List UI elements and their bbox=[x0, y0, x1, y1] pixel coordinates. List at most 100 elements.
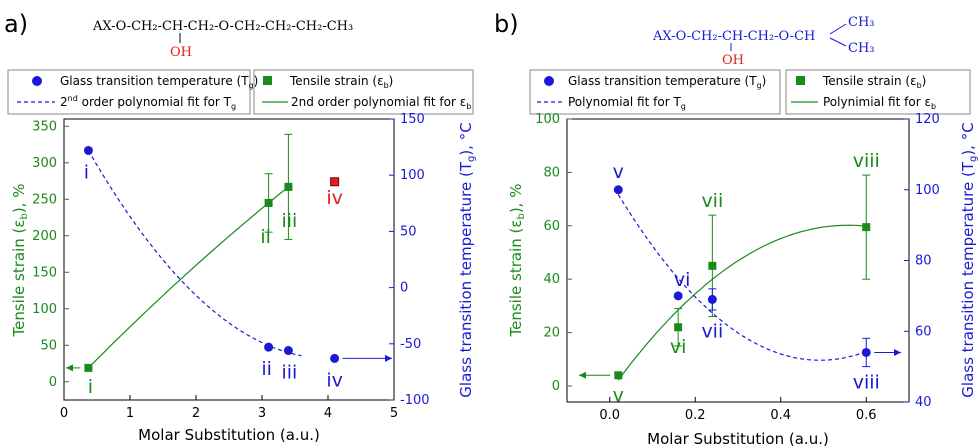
tg-point bbox=[83, 145, 93, 155]
panel-a: a) AX-O-CH₂-CH-CH₂-O-CH₂-CH₂-CH₂-CH₃ OH … bbox=[4, 10, 477, 444]
right-tick-label: 120 bbox=[915, 112, 940, 127]
strain-fit-line bbox=[617, 224, 867, 381]
panel-b-branch-top: CH₃ bbox=[848, 15, 875, 30]
panel-a-legend-box-1 bbox=[7, 69, 251, 115]
left-tick-label: 80 bbox=[543, 165, 560, 180]
left-tick-label: 40 bbox=[543, 272, 560, 287]
strain-point-label: viii bbox=[853, 150, 880, 172]
panel-b-x-axis-label: Molar Substitution (a.u.) bbox=[647, 430, 829, 447]
panel-b-legend-eb-fit: Polynimial fit for εb bbox=[823, 95, 936, 111]
panel-a-right-axis-label: Glass transition temperature (Tg), °C bbox=[457, 122, 477, 397]
left-tick-label: 100 bbox=[32, 302, 57, 317]
panel-b-branch-bond-top bbox=[829, 23, 847, 35]
tg-point-label: iii bbox=[281, 362, 297, 384]
panel-a-legend-tg-points: Glass transition temperature (Tg) bbox=[60, 74, 258, 90]
left-tick-label: 20 bbox=[543, 326, 560, 341]
strain-fit-line bbox=[87, 183, 293, 369]
right-tick-label: 60 bbox=[915, 324, 932, 339]
strain-point bbox=[674, 323, 683, 332]
tg-fit-line bbox=[617, 194, 867, 361]
x-tick-label: 0 bbox=[60, 406, 68, 421]
left-tick-label: 100 bbox=[535, 112, 560, 127]
panel-b-legend-box-2 bbox=[785, 69, 971, 115]
panel-b-branch-bottom: CH₃ bbox=[848, 41, 875, 56]
left-tick-label: 0 bbox=[552, 379, 560, 394]
right-tick-label: 100 bbox=[915, 183, 940, 198]
strain-point bbox=[614, 371, 623, 380]
panel-b-left-ticks: 0 20 40 60 80 100 bbox=[535, 112, 572, 394]
x-tick-label: 2 bbox=[192, 406, 200, 421]
right-tick-label: 100 bbox=[400, 168, 425, 183]
tg-point-label: i bbox=[84, 161, 89, 183]
x-tick-label: 5 bbox=[390, 406, 398, 421]
x-tick-label: 0.6 bbox=[856, 408, 877, 423]
tg-point-label: viii bbox=[853, 371, 880, 393]
panel-b-legend-tg-points: Glass transition temperature (Tg) bbox=[568, 74, 766, 90]
tg-point bbox=[613, 185, 623, 195]
tg-point-label: ii bbox=[261, 358, 272, 380]
tg-point-label: vi bbox=[674, 269, 691, 291]
panel-b-structure-oh: OH bbox=[722, 53, 744, 68]
axis-arrow-head bbox=[385, 354, 392, 362]
left-tick-label: 300 bbox=[32, 156, 57, 171]
panel-b-right-axis-label: Glass transition temperature (Tg), °C bbox=[959, 122, 979, 397]
panel-a-legend-tg-fit: 2nd order polynomial fit for Tg bbox=[60, 94, 236, 111]
strain-outlier-point bbox=[330, 177, 340, 187]
tg-point bbox=[264, 342, 274, 352]
tg-fit-line bbox=[87, 150, 302, 357]
strain-point bbox=[284, 182, 293, 191]
right-tick-label: 80 bbox=[915, 254, 932, 269]
panel-b-legend-eb-marker bbox=[796, 76, 805, 85]
tg-point bbox=[861, 347, 871, 357]
panel-b: b) AX-O-CH₂-CH-CH₂-O-CH OH CH₃ CH₃ Glass… bbox=[494, 10, 979, 447]
panel-a-legend-eb-marker bbox=[263, 76, 272, 85]
panel-b-legend-tg-fit: Polynomial fit for Tg bbox=[568, 95, 686, 111]
left-tick-label: 200 bbox=[32, 229, 57, 244]
strain-point bbox=[264, 198, 273, 207]
panel-b-label: b) bbox=[494, 10, 519, 38]
strain-point-label: iii bbox=[281, 210, 297, 232]
panel-a-left-ticks: 0 50 100 150 200 250 300 350 bbox=[32, 119, 69, 390]
panel-b-branch-bond-bottom bbox=[829, 37, 847, 47]
strain-point-label: ii bbox=[260, 226, 271, 248]
left-tick-label: 50 bbox=[40, 338, 57, 353]
panel-a-plot-frame bbox=[63, 118, 395, 401]
x-tick-label: 0.4 bbox=[770, 408, 791, 423]
panel-a-legend-eb-points: Tensile strain (εb) bbox=[289, 74, 393, 90]
panel-b-legend-box-1 bbox=[529, 69, 781, 115]
strain-point-label: v bbox=[613, 384, 624, 406]
panel-a-legend-tg-marker bbox=[32, 76, 42, 86]
tg-point bbox=[330, 353, 340, 363]
panel-b-legend-tg-marker bbox=[544, 76, 554, 86]
panel-a-x-axis-label: Molar Substitution (a.u.) bbox=[138, 426, 320, 444]
right-tick-label: -50 bbox=[400, 337, 421, 352]
left-tick-label: 60 bbox=[543, 219, 560, 234]
tg-point bbox=[707, 294, 717, 304]
axis-arrow-head bbox=[894, 348, 901, 356]
strain-point bbox=[862, 223, 871, 232]
right-tick-label: -100 bbox=[400, 393, 430, 408]
right-tick-label: 50 bbox=[400, 224, 417, 239]
panel-a-structure: AX-O-CH₂-CH-CH₂-O-CH₂-CH₂-CH₂-CH₃ bbox=[92, 19, 353, 34]
x-tick-label: 0.2 bbox=[685, 408, 706, 423]
x-tick-label: 4 bbox=[324, 406, 332, 421]
left-tick-label: 0 bbox=[49, 375, 57, 390]
x-tick-label: 0.0 bbox=[599, 408, 620, 423]
strain-point bbox=[84, 363, 93, 372]
tg-point-label: vii bbox=[701, 320, 723, 342]
panel-b-legend-eb-points: Tensile strain (εb) bbox=[822, 74, 926, 90]
right-tick-label: 40 bbox=[915, 395, 932, 410]
right-tick-label: 150 bbox=[400, 112, 425, 127]
strain-point-label: vi bbox=[670, 336, 687, 358]
x-tick-label: 1 bbox=[126, 406, 134, 421]
left-tick-label: 250 bbox=[32, 192, 57, 207]
panel-a-legend-eb-fit: 2nd order polynomial fit for εb bbox=[291, 95, 471, 111]
strain-point bbox=[708, 261, 717, 270]
left-tick-label: 350 bbox=[32, 119, 57, 134]
panel-b-right-ticks: 40 60 80 100 120 bbox=[904, 112, 940, 410]
panel-b-structure: AX-O-CH₂-CH-CH₂-O-CH bbox=[652, 29, 815, 44]
left-tick-label: 150 bbox=[32, 265, 57, 280]
